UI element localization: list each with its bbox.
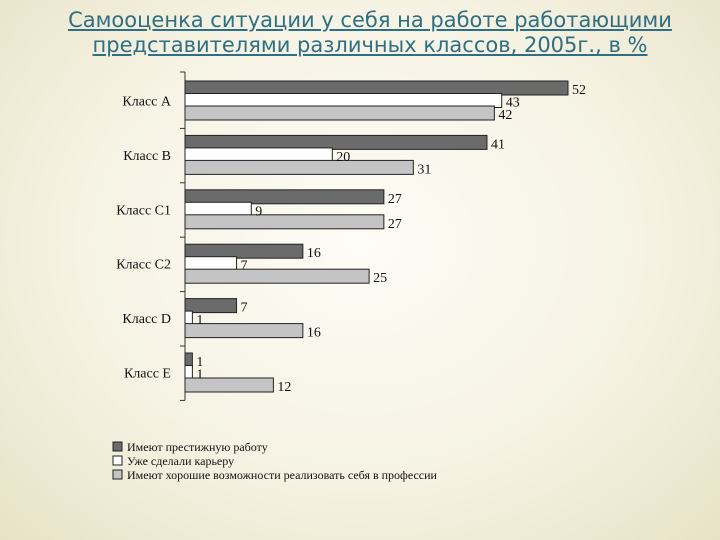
legend-label: Имеют хорошие возможности реализовать се…: [127, 468, 438, 482]
y-axis-ticks: [180, 71, 185, 401]
data-label: 27: [388, 192, 402, 207]
bars: [184, 80, 569, 393]
data-label: 25: [373, 271, 387, 286]
bar: [184, 298, 238, 314]
legend-swatch: [112, 455, 123, 466]
bar: [184, 268, 370, 284]
legend-swatch: [112, 469, 123, 480]
legend-label: Уже сделали карьеру: [127, 454, 234, 468]
bar: [184, 159, 414, 175]
bar: [184, 310, 193, 326]
data-label: 9: [255, 204, 262, 219]
category-label: Класс С2: [116, 258, 171, 273]
bar: [184, 243, 304, 259]
data-label: 27: [388, 217, 402, 232]
category-label: Класс В: [123, 149, 171, 164]
data-label: 41: [491, 137, 505, 152]
legend-label: Имеют престижную работу: [127, 440, 268, 454]
data-label: 20: [336, 150, 350, 165]
data-label: 31: [417, 162, 431, 177]
data-label: 16: [307, 326, 321, 341]
bar: [184, 189, 385, 205]
legend-swatch: [112, 441, 123, 452]
bar: [184, 365, 193, 380]
data-label: 43: [506, 96, 520, 111]
data-label: 1: [196, 313, 203, 328]
category-label: Класс Е: [124, 367, 171, 382]
data-label: 1: [196, 368, 203, 383]
bar: [184, 201, 252, 217]
data-label: 1: [196, 355, 203, 370]
data-label: 7: [241, 259, 248, 274]
category-label: Класс С1: [116, 203, 171, 218]
chart-title: Самооценка ситуации у себя на работе раб…: [68, 8, 672, 57]
data-label: 42: [498, 108, 512, 123]
bar: [184, 352, 193, 368]
data-label: 52: [572, 83, 586, 98]
bar: [184, 377, 274, 393]
bar: [184, 134, 488, 150]
data-label: 12: [277, 380, 291, 395]
bar: [184, 256, 238, 272]
bar: [184, 147, 333, 163]
category-labels: Класс А Класс В Класс С1 Класс С2 Класс D Кла…: [116, 95, 172, 382]
category-label: Класс D: [122, 312, 171, 327]
bar: [184, 93, 503, 108]
data-label: 7: [241, 301, 248, 316]
bar: [184, 214, 385, 230]
data-label: 16: [307, 246, 321, 261]
bar: [184, 105, 495, 121]
category-label: Класс А: [122, 95, 171, 110]
bar: [184, 80, 569, 96]
bar: [184, 323, 304, 339]
